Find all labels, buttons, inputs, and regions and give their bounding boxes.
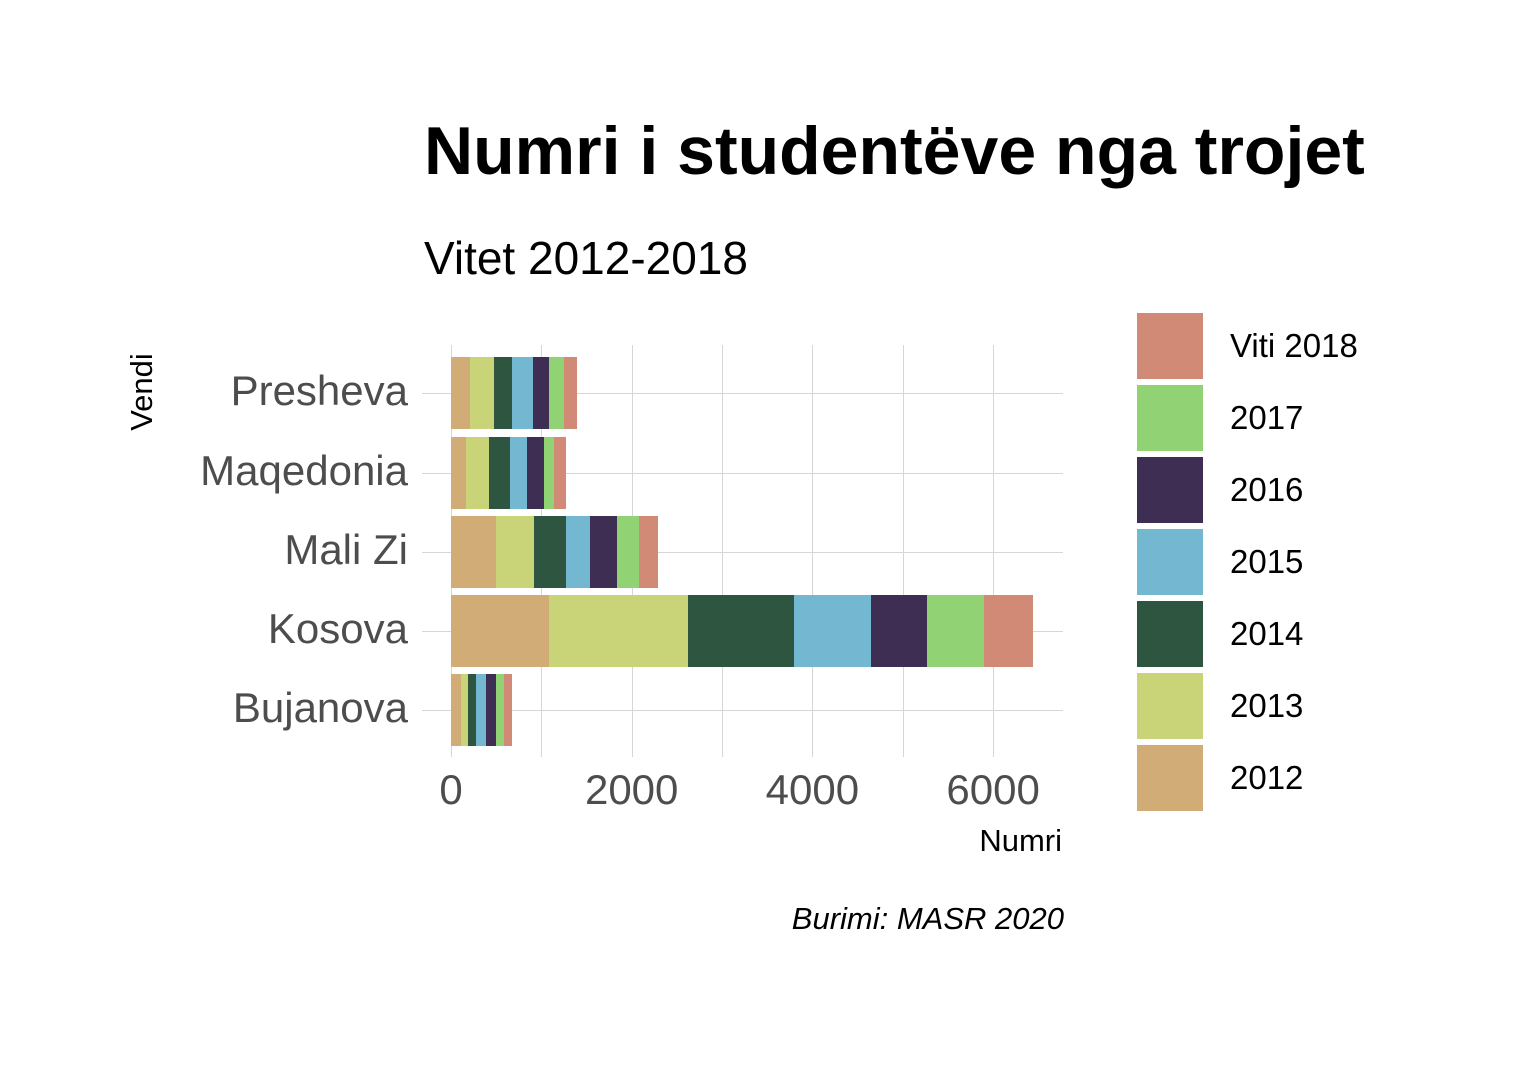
chart-caption: Burimi: MASR 2020 <box>791 901 1064 936</box>
bar-segment-2013 <box>469 357 495 429</box>
bar-segment-2015 <box>794 595 872 667</box>
legend-swatch <box>1137 457 1203 523</box>
bar-segment-2017 <box>548 357 564 429</box>
y-tick-label: Maqedonia <box>200 447 408 494</box>
bar-segment-viti-2018 <box>553 437 566 509</box>
legend-label: 2017 <box>1230 399 1304 436</box>
legend-label: 2013 <box>1230 687 1304 724</box>
bar-segment-2015 <box>565 516 591 588</box>
chart-subtitle: Vitet 2012-2018 <box>424 232 748 284</box>
bar-segment-2012 <box>451 595 550 667</box>
bar-maqedonia <box>451 437 566 509</box>
legend-item: 2016 <box>1137 457 1437 523</box>
y-tick-label: Presheva <box>230 367 408 414</box>
gridline-horizontal <box>422 393 1063 394</box>
legend-swatch <box>1137 673 1203 739</box>
bar-segment-2016 <box>533 357 549 429</box>
bar-segment-2013 <box>549 595 689 667</box>
legend-label: 2016 <box>1230 471 1304 508</box>
bar-segment-2012 <box>451 674 461 746</box>
gridline-vertical <box>722 345 724 757</box>
y-tick-label: Mali Zi <box>284 526 408 573</box>
bar-segment-2016 <box>871 595 928 667</box>
legend-swatch <box>1137 529 1203 595</box>
plot-area <box>422 345 1063 757</box>
bar-bujanova <box>451 674 513 746</box>
gridline-vertical <box>993 345 995 757</box>
bar-segment-2014 <box>494 357 513 429</box>
legend-label: 2015 <box>1230 543 1304 580</box>
bar-segment-2013 <box>460 674 469 746</box>
bar-segment-2015 <box>476 674 487 746</box>
legend-item: 2015 <box>1137 529 1437 595</box>
gridline-horizontal <box>422 473 1063 474</box>
legend-item: 2012 <box>1137 745 1437 811</box>
bar-segment-2016 <box>590 516 618 588</box>
gridline-vertical <box>812 345 814 757</box>
legend-swatch <box>1137 601 1203 667</box>
legend-label: 2012 <box>1230 759 1304 796</box>
bar-segment-viti-2018 <box>563 357 577 429</box>
bar-segment-2013 <box>496 516 535 588</box>
y-tick-label: Kosova <box>267 605 408 652</box>
bar-presheva <box>451 357 577 429</box>
bar-segment-viti-2018 <box>984 595 1034 667</box>
y-tick-label: Bujanova <box>232 684 408 731</box>
bar-segment-2017 <box>617 516 639 588</box>
bar-segment-2012 <box>451 516 497 588</box>
bar-kosova <box>451 595 1034 667</box>
bar-segment-2012 <box>451 437 467 509</box>
gridline-vertical <box>902 345 904 757</box>
x-tick-label: 4000 <box>765 766 860 813</box>
bar-segment-2014 <box>688 595 795 667</box>
gridline-horizontal <box>422 552 1063 553</box>
bar-segment-2016 <box>526 437 545 509</box>
bar-segment-viti-2018 <box>638 516 658 588</box>
bar-segment-2014 <box>534 516 566 588</box>
bar-segment-viti-2018 <box>504 674 513 746</box>
chart-title: Numri i studentëve nga trojet <box>424 113 1365 189</box>
legend-item: 2014 <box>1137 601 1437 667</box>
gridline-horizontal <box>422 710 1063 711</box>
legend-swatch <box>1137 313 1203 379</box>
bar-segment-2014 <box>468 674 477 746</box>
x-axis-title: Numri <box>979 823 1062 858</box>
bar-segment-2014 <box>488 437 510 509</box>
bar-segment-2017 <box>544 437 554 509</box>
legend-label: Viti 2018 <box>1230 327 1358 364</box>
bar-segment-2017 <box>496 674 505 746</box>
bar-segment-2015 <box>512 357 534 429</box>
bar-segment-2015 <box>509 437 527 509</box>
bar-segment-2017 <box>927 595 985 667</box>
legend-swatch <box>1137 745 1203 811</box>
x-tick-label: 6000 <box>946 766 1040 813</box>
bar-segment-2013 <box>466 437 489 509</box>
x-tick-label: 0 <box>439 766 463 813</box>
bar-mali-zi <box>451 516 658 588</box>
bar-segment-2012 <box>451 357 470 429</box>
legend-label: 2014 <box>1230 615 1304 652</box>
legend-item: 2017 <box>1137 385 1437 451</box>
legend-item: Viti 2018 <box>1137 313 1437 379</box>
bar-segment-2016 <box>486 674 497 746</box>
x-tick-label: 2000 <box>584 766 679 813</box>
legend-swatch <box>1137 385 1203 451</box>
legend-item: 2013 <box>1137 673 1437 739</box>
y-axis-title: Vendi <box>124 353 159 431</box>
